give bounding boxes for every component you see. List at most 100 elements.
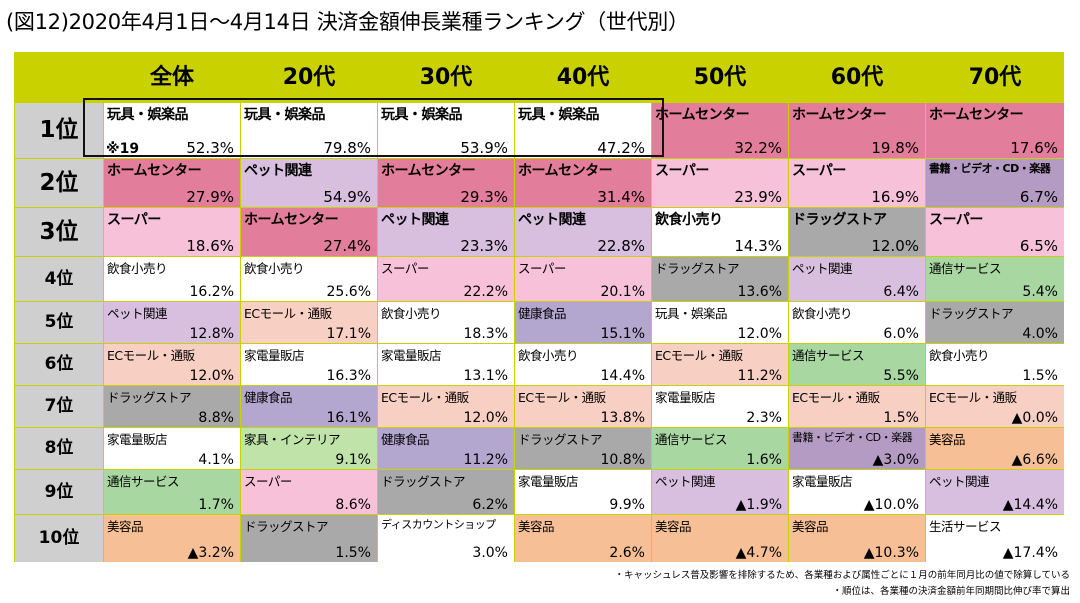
percent-value: 23.9% (734, 188, 782, 206)
table-cell: 飲食小売り 6.0% (789, 302, 925, 343)
table-cell: 家具・インテリア 9.1% (241, 428, 377, 469)
category-label: 美容品 (655, 519, 692, 534)
category-label: ドラッグストア (929, 306, 1014, 321)
category-label: 飲食小売り (381, 306, 442, 321)
percent-value: 53.9% (460, 139, 508, 157)
category-label: ECモール・通販 (792, 390, 880, 405)
category-label: 通信サービス (792, 348, 865, 363)
percent-value: 6.4% (883, 284, 919, 300)
category-label: スーパー (792, 163, 846, 179)
table-cell: 家電量販店 13.1% (378, 344, 514, 385)
rank-label: 6位 (15, 344, 103, 385)
percent-value: 9.9% (609, 497, 645, 513)
category-label: 美容品 (929, 432, 966, 447)
table-cell: ペット関連 ▲14.4% (926, 470, 1064, 514)
percent-value: ▲4.7% (735, 545, 782, 561)
category-label: 飲食小売り (929, 348, 990, 363)
chart-title: (図12)2020年4月1日～4月14日 決済金額伸長業種ランキング（世代別） (6, 10, 689, 34)
category-label: ECモール・通販 (655, 348, 743, 363)
table-cell: 飲食小売り 14.3% (652, 208, 788, 256)
category-label: ホームセンター (107, 163, 202, 179)
table-cell: ペット関連 12.8% (104, 302, 240, 343)
rank-label: 1位 (15, 103, 103, 158)
percent-value: 6.5% (1019, 237, 1058, 255)
category-label: 美容品 (792, 519, 829, 534)
column-header: 40代 (515, 53, 651, 102)
category-label: ECモール・通販 (107, 348, 195, 363)
category-label: 家具・インテリア (244, 432, 341, 447)
rank-label: 10位 (15, 515, 103, 562)
table-cell: ドラッグストア 6.2% (378, 470, 514, 514)
corner-note: ※19 (106, 141, 140, 157)
table-cell: ペット関連 ▲1.9% (652, 470, 788, 514)
table-cell: ホームセンター 31.4% (515, 159, 651, 207)
category-label: ドラッグストア (792, 212, 887, 228)
table-cell: 通信サービス 5.4% (926, 257, 1064, 301)
table-cell: 美容品 ▲6.6% (926, 428, 1064, 469)
percent-value: 6.2% (472, 497, 508, 513)
percent-value: 12.0% (871, 237, 919, 255)
percent-value: 47.2% (597, 139, 645, 157)
ranking-table: 全体 20代 30代 40代 50代 60代 70代 1位 玩具・娯楽品 52.3% ※19 玩具・娯… (14, 52, 1064, 562)
category-label: 通信サービス (929, 261, 1002, 276)
percent-value: 1.7% (198, 497, 234, 513)
category-label: ペット関連 (244, 163, 312, 179)
table-cell: ECモール・通販 13.8% (515, 386, 651, 427)
category-label: 家電量販店 (381, 348, 442, 363)
percent-value: 6.0% (883, 326, 919, 342)
table-cell: 美容品 ▲10.3% (789, 515, 925, 562)
category-label: スーパー (655, 163, 709, 179)
percent-value: 14.4% (600, 368, 645, 384)
percent-value: 22.2% (463, 284, 508, 300)
category-label: スーパー (518, 261, 566, 276)
category-label: 家電量販店 (792, 474, 853, 489)
percent-value: 2.3% (746, 410, 782, 426)
category-label: スーパー (244, 474, 292, 489)
table-cell: ホームセンター 32.2% (652, 103, 788, 158)
percent-value: ▲0.0% (1011, 410, 1058, 426)
table-cell: ペット関連 54.9% (241, 159, 377, 207)
column-header: 50代 (652, 53, 788, 102)
percent-value: 5.5% (883, 368, 919, 384)
rank-label: 2位 (15, 159, 103, 207)
table-cell: 生活サービス ▲17.4% (926, 515, 1064, 562)
percent-value: 54.9% (323, 188, 371, 206)
percent-value: 23.3% (460, 237, 508, 255)
percent-value: ▲10.3% (863, 545, 919, 561)
percent-value: 2.6% (609, 545, 645, 561)
category-label: ホームセンター (792, 107, 887, 123)
percent-value: 3.0% (472, 545, 508, 561)
category-label: ECモール・通販 (244, 306, 332, 321)
table-cell: ECモール・通販 ▲0.0% (926, 386, 1064, 427)
category-label: ECモール・通販 (518, 390, 606, 405)
percent-value: 9.1% (335, 452, 371, 468)
table-cell: ペット関連 23.3% (378, 208, 514, 256)
table-cell: 飲食小売り 25.6% (241, 257, 377, 301)
percent-value: 1.5% (335, 545, 371, 561)
table-cell: ECモール・通販 17.1% (241, 302, 377, 343)
percent-value: 52.3% (186, 139, 234, 157)
table-cell: 飲食小売り 16.2% (104, 257, 240, 301)
category-label: 家電量販店 (518, 474, 579, 489)
table-cell: ECモール・通販 1.5% (789, 386, 925, 427)
table-cell: 玩具・娯楽品 79.8% (241, 103, 377, 158)
category-label: 家電量販店 (244, 348, 305, 363)
table-cell: 玩具・娯楽品 12.0% (652, 302, 788, 343)
category-label: ホームセンター (381, 163, 476, 179)
category-label: 飲食小売り (244, 261, 305, 276)
column-header: 30代 (378, 53, 514, 102)
percent-value: ▲3.0% (872, 452, 919, 468)
table-cell: 家電量販店 4.1% (104, 428, 240, 469)
category-label: スーパー (929, 212, 983, 228)
category-label: 飲食小売り (792, 306, 853, 321)
category-label: スーパー (107, 212, 161, 228)
percent-value: 1.5% (1022, 368, 1058, 384)
percent-value: 16.9% (871, 188, 919, 206)
category-label: ドラッグストア (381, 474, 466, 489)
table-cell: ドラッグストア 1.5% (241, 515, 377, 562)
category-label: 玩具・娯楽品 (107, 107, 189, 123)
category-label: ECモール・通販 (381, 390, 469, 405)
table-cell: ECモール・通販 12.0% (104, 344, 240, 385)
table-cell: 健康食品 15.1% (515, 302, 651, 343)
percent-value: 8.6% (335, 497, 371, 513)
